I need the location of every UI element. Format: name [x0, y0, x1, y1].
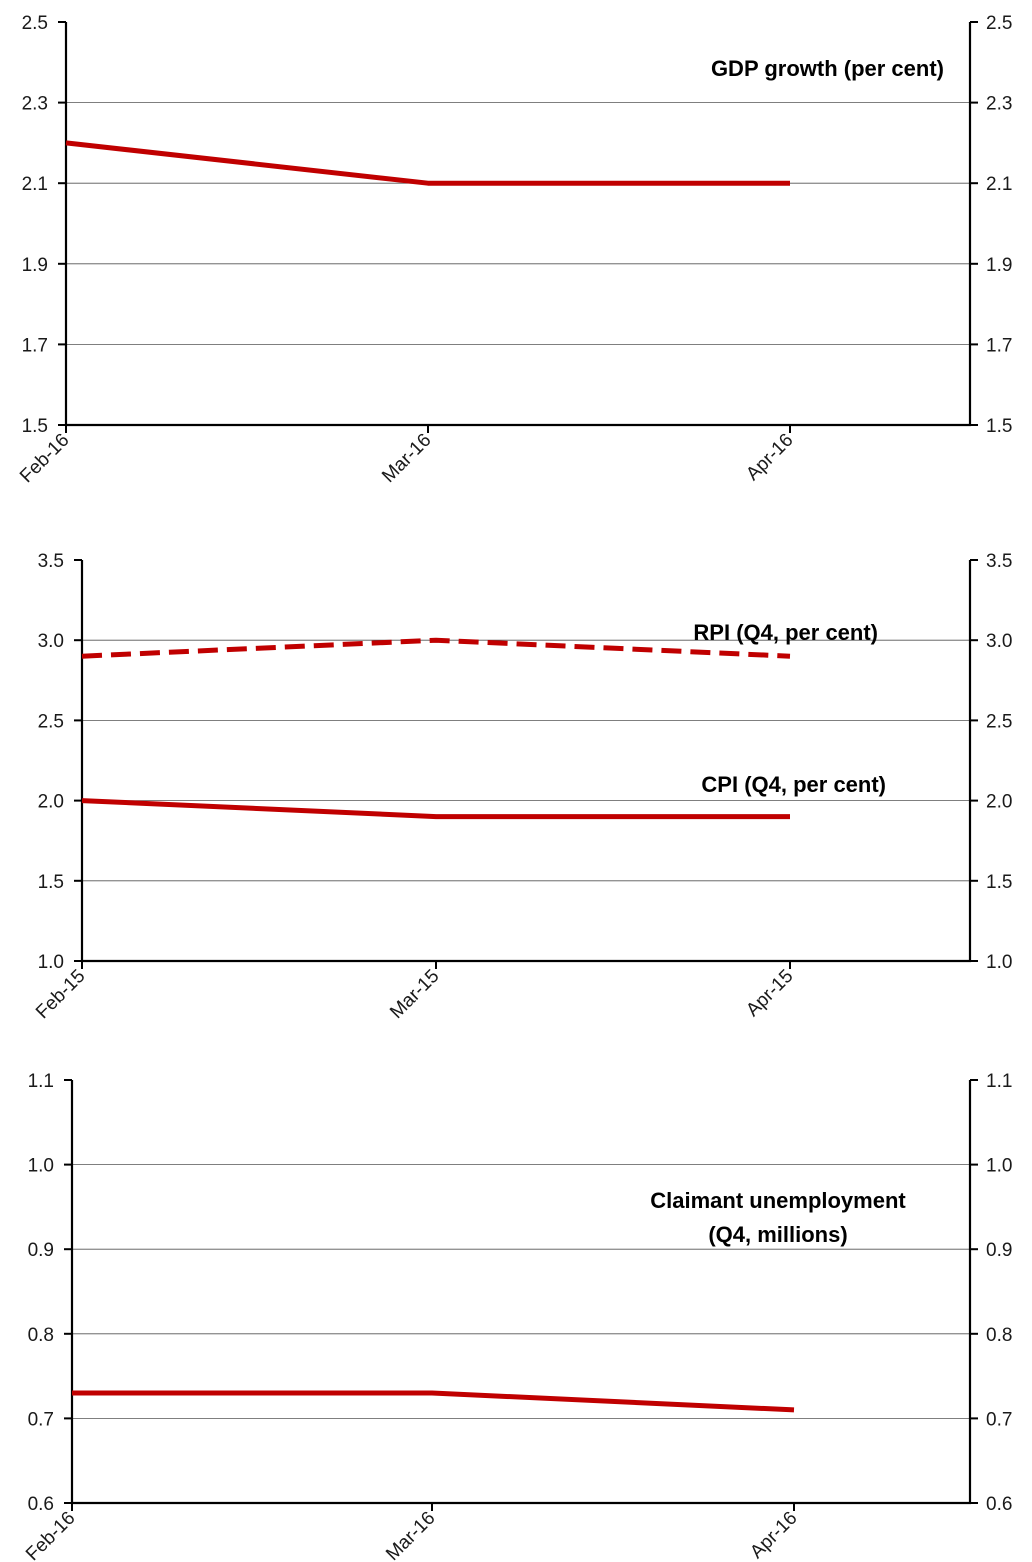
y-tick-label-right: 2.5 [986, 711, 1012, 732]
x-tick-label: Apr-16 [742, 430, 797, 485]
y-tick-label-left: 2.0 [38, 792, 64, 813]
chart-rpi-cpi: 1.0 1.0 1.5 1.5 2.0 2.0 2.5 2.5 3.0 3.0 3.5 3.5 Feb-… [32, 551, 1012, 1023]
y-tick-label-left: 1.0 [38, 952, 64, 973]
x-tick-label: Feb-16 [16, 430, 73, 487]
chart-annotation: CPI (Q4, per cent) [701, 772, 886, 797]
x-tick-label: Feb-15 [32, 966, 89, 1023]
y-tick-label-left: 1.1 [28, 1071, 54, 1092]
chart-annotation: RPI (Q4, per cent) [693, 620, 878, 645]
axis-frame [64, 22, 972, 427]
chart-annotation: Claimant unemployment (Q4, millions) [650, 1188, 906, 1247]
y-tick-label-right: 1.1 [986, 1071, 1012, 1092]
y-tick-label-left: 0.9 [28, 1240, 54, 1261]
y-tick-label-left: 1.5 [22, 416, 48, 437]
y-tick-label-left: 2.1 [22, 174, 48, 195]
y-tick-label-right: 2.0 [986, 792, 1012, 813]
x-tick-label: Apr-15 [742, 966, 797, 1021]
y-tick-label-right: 0.6 [986, 1494, 1012, 1515]
x-tick-label: Apr-16 [746, 1508, 801, 1562]
chart-claimant-unemployment: 0.6 0.6 0.7 0.7 0.8 0.8 0.9 0.9 1.0 1.0 1.1 1.1 Feb-… [22, 1071, 1012, 1562]
y-tick-label-left: 0.7 [28, 1409, 54, 1430]
x-tick-label: Mar-16 [382, 1508, 439, 1562]
y-tick-label-right: 1.7 [986, 335, 1012, 356]
y-tick-label-left: 2.5 [38, 711, 64, 732]
y-tick-label-left: 1.0 [28, 1156, 54, 1177]
y-tick-label-right: 1.5 [986, 416, 1012, 437]
y-tick-label-right: 2.5 [986, 13, 1012, 34]
y-tick-label-left: 2.5 [22, 13, 48, 34]
y-tick-label-left: 1.5 [38, 872, 64, 893]
series-line-1 [72, 1390, 795, 1413]
y-tick-label-left: 0.8 [28, 1325, 54, 1346]
y-tick-label-left: 0.6 [28, 1494, 54, 1515]
x-tick-label: Mar-15 [386, 966, 443, 1023]
y-tick-label-right: 1.9 [986, 255, 1012, 276]
y-tick-label-left: 1.7 [22, 335, 48, 356]
x-tick-label: Feb-16 [22, 1508, 79, 1562]
y-tick-label-right: 1.5 [986, 872, 1012, 893]
y-tick-label-right: 0.8 [986, 1325, 1012, 1346]
series-line-1 [81, 637, 791, 659]
y-tick-label-left: 3.0 [38, 631, 64, 652]
y-tick-label-right: 3.0 [986, 631, 1012, 652]
y-tick-label-right: 2.3 [986, 94, 1012, 115]
chart-annotation: GDP growth (per cent) [711, 56, 944, 81]
x-tick-label: Mar-16 [378, 430, 435, 487]
chart-gdp-growth: 1.5 1.5 1.7 1.7 1.9 1.9 2.1 2.1 2.3 2.3 2.5 2.5 Feb-… [16, 13, 1012, 487]
axis-frame [80, 560, 972, 963]
y-tick-label-right: 3.5 [986, 551, 1012, 572]
y-tick-label-left: 3.5 [38, 551, 64, 572]
y-tick-label-left: 2.3 [22, 94, 48, 115]
y-tick-label-right: 0.7 [986, 1409, 1012, 1430]
y-tick-label-right: 1.0 [986, 952, 1012, 973]
y-tick-label-left: 1.9 [22, 255, 48, 276]
axis-frame [70, 1080, 972, 1505]
y-tick-label-right: 0.9 [986, 1240, 1012, 1261]
series-line-2 [81, 798, 790, 820]
series-line-1 [65, 140, 790, 186]
y-tick-label-right: 2.1 [986, 174, 1012, 195]
y-tick-label-right: 1.0 [986, 1156, 1012, 1177]
